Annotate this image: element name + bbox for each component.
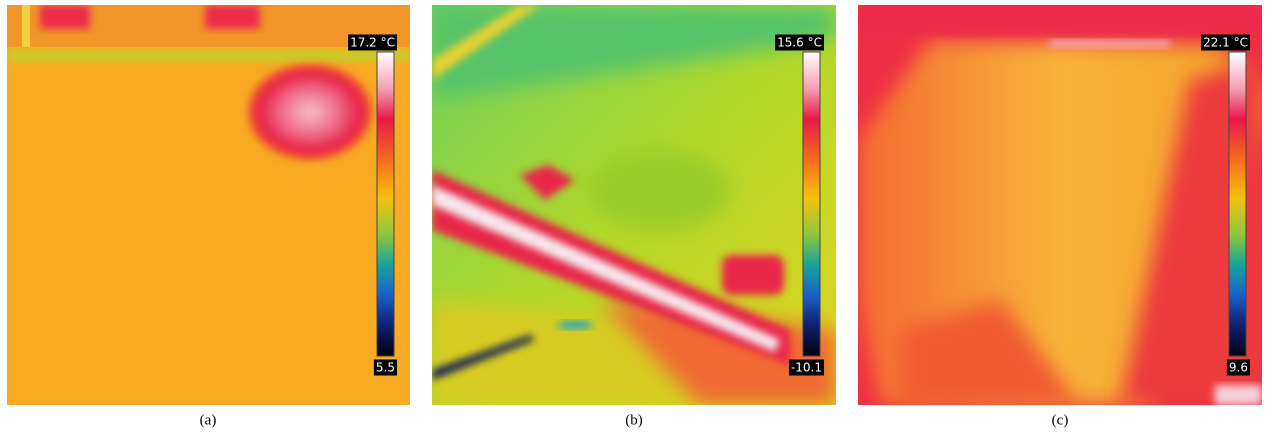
scale-max: 22.1 °C xyxy=(1203,36,1248,50)
label-background xyxy=(1201,34,1250,51)
scale-min: -10.1 xyxy=(791,361,822,375)
colorbar-b: 15.6 °C -10.1 xyxy=(775,34,824,376)
colorbar xyxy=(802,51,821,357)
caption: (a) xyxy=(200,412,217,428)
caption: (c) xyxy=(1052,412,1069,428)
label-background xyxy=(373,359,397,376)
thermal-image-a xyxy=(7,5,410,405)
caption: (b) xyxy=(625,412,643,428)
colorbar xyxy=(376,51,395,357)
colorbar-a: 17.2 °C 5.5 xyxy=(348,34,397,376)
label-box: 9.6 xyxy=(1226,359,1250,376)
label-background xyxy=(775,34,824,51)
label-background xyxy=(348,34,397,51)
label-box: -10.1 xyxy=(788,359,824,376)
colorbar xyxy=(1228,51,1247,357)
label-box: 22.1 °C xyxy=(1201,34,1250,51)
label-background xyxy=(1226,359,1250,376)
scale-max: 15.6 °C xyxy=(777,36,822,50)
label-box: 5.5 xyxy=(373,359,397,376)
scale-min: 9.6 xyxy=(1229,361,1248,375)
label-box: 15.6 °C xyxy=(775,34,824,51)
thermal-image-c xyxy=(858,5,1262,405)
thermal-image-b xyxy=(432,5,836,405)
label-box: 17.2 °C xyxy=(348,34,397,51)
scale-max: 17.2 °C xyxy=(350,36,395,50)
colorbar-c: 22.1 °C 9.6 xyxy=(1201,34,1250,376)
scale-min: 5.5 xyxy=(376,361,395,375)
label-background xyxy=(788,359,824,376)
